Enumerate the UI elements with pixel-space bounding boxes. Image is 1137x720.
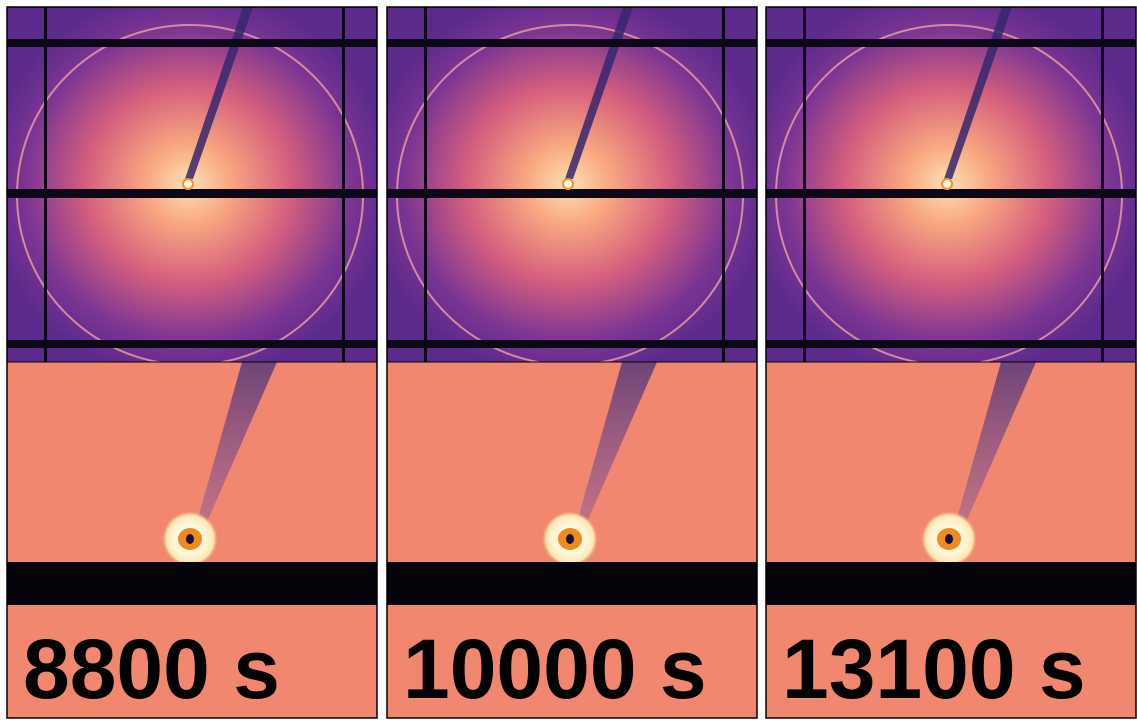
module-gap xyxy=(387,562,757,605)
module-gap xyxy=(1101,7,1104,362)
module-gap xyxy=(7,562,377,605)
beam-center xyxy=(563,179,573,189)
module-gap xyxy=(766,39,1136,47)
module-gap xyxy=(342,7,345,362)
module-gap xyxy=(387,340,757,348)
module-gap xyxy=(7,39,377,47)
time-label: 8800 s xyxy=(23,622,280,716)
panel: 10000 s xyxy=(387,7,757,718)
module-gap xyxy=(722,7,725,362)
figure: 8800 s 10000 s 13100 s xyxy=(0,0,1137,720)
module-gap xyxy=(7,189,377,198)
module-gap xyxy=(44,7,47,362)
time-label: 10000 s xyxy=(403,622,707,716)
module-gap xyxy=(387,189,757,198)
module-gap xyxy=(424,7,427,362)
module-gap xyxy=(766,340,1136,348)
beam-core xyxy=(945,534,953,544)
panel: 13100 s xyxy=(766,7,1136,718)
module-gap xyxy=(7,340,377,348)
module-gap xyxy=(803,7,806,362)
module-gap xyxy=(766,562,1136,605)
page: 8800 s10000 s13100 s (() => { const data… xyxy=(0,0,1137,720)
beam-center xyxy=(942,179,952,189)
panel: 8800 s xyxy=(7,7,377,718)
module-gap xyxy=(766,189,1136,198)
time-label: 13100 s xyxy=(782,622,1086,716)
beam-core xyxy=(186,534,194,544)
beam-core xyxy=(566,534,574,544)
module-gap xyxy=(387,39,757,47)
beam-center xyxy=(183,179,193,189)
